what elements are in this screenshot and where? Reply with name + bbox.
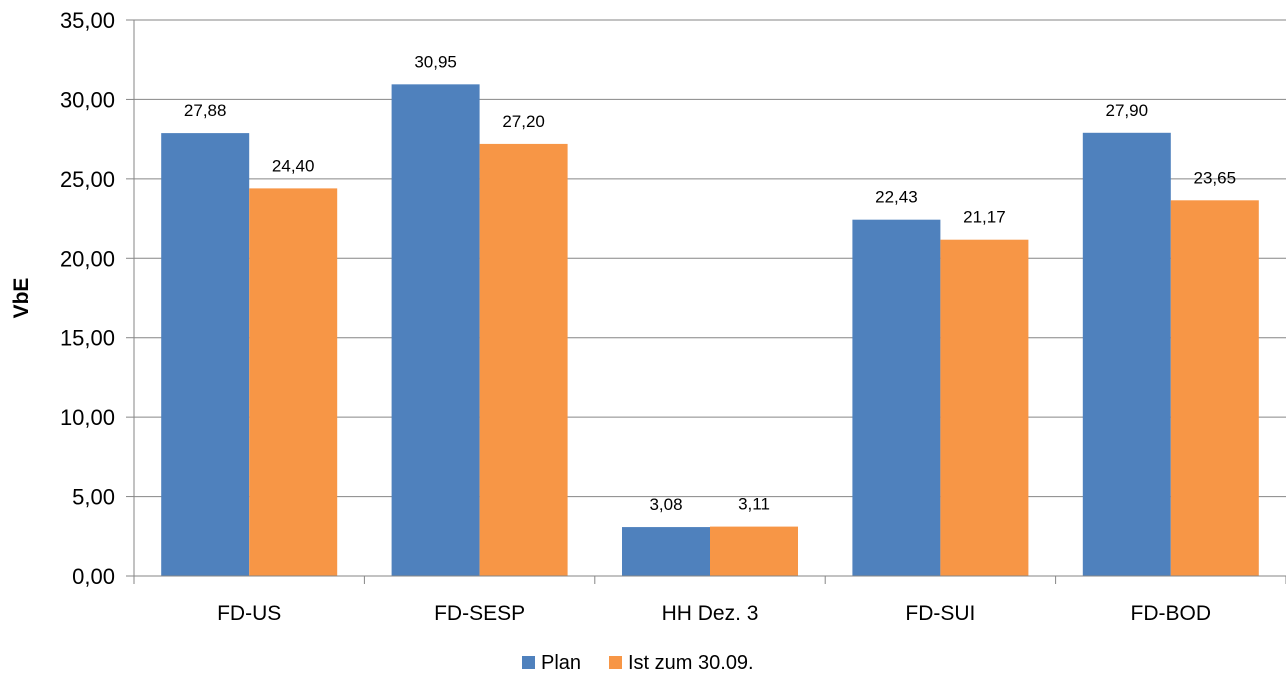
data-label: 3,11 [738, 495, 770, 514]
y-tick-labels: 0,00 5,00 10,00 15,00 20,00 25,00 30,00 35,00 [60, 8, 115, 589]
y-tick-label: 25,00 [60, 167, 115, 192]
x-tick-label: FD-US [217, 602, 281, 625]
bar-ist [479, 143, 568, 576]
data-label: 21,17 [963, 208, 1006, 227]
data-labels: 27,88 24,40 30,95 27,20 3,08 3,11 22,43 21,17 27… [184, 52, 1236, 514]
bar-plan [161, 133, 250, 576]
x-tick-labels: FD-US FD-SESP HH Dez. 3 FD-SUI FD-BOD [217, 602, 1211, 625]
data-label: 22,43 [875, 188, 918, 207]
bar-plan [852, 219, 941, 577]
bar-ist [940, 239, 1029, 576]
legend-swatch-ist [609, 656, 622, 669]
data-label: 24,40 [272, 156, 315, 175]
y-tick-label: 15,00 [60, 326, 115, 351]
bar-plan [622, 527, 710, 576]
legend-label-ist: Ist zum 30.09. [628, 652, 754, 674]
bar-plan [391, 84, 480, 576]
data-label: 27,20 [502, 112, 545, 131]
axes [126, 19, 1286, 584]
y-tick-label: 30,00 [60, 87, 115, 112]
y-axis-title: VbE [10, 278, 33, 319]
data-label: 27,90 [1106, 101, 1149, 120]
legend: Plan Ist zum 30.09. [522, 652, 754, 674]
bar-ist [710, 526, 798, 576]
y-tick-label: 35,00 [60, 8, 115, 33]
y-tick-label: 5,00 [72, 485, 115, 510]
x-tick-label: FD-SUI [905, 602, 975, 625]
data-label: 3,08 [649, 495, 682, 514]
bar-ist [1170, 200, 1259, 576]
x-tick-label: HH Dez. 3 [662, 602, 759, 625]
bar-plan [1082, 132, 1171, 576]
x-tick-label: FD-BOD [1131, 602, 1212, 625]
y-tick-label: 20,00 [60, 246, 115, 271]
x-tick-label: FD-SESP [434, 602, 525, 625]
legend-label-plan: Plan [541, 652, 581, 674]
data-label: 23,65 [1194, 168, 1237, 187]
bar-ist [249, 188, 338, 577]
y-tick-label: 0,00 [72, 564, 115, 589]
data-label: 30,95 [414, 52, 457, 71]
legend-swatch-plan [522, 656, 535, 669]
bars [161, 84, 1259, 577]
y-tick-label: 10,00 [60, 405, 115, 430]
data-label: 27,88 [184, 101, 227, 120]
